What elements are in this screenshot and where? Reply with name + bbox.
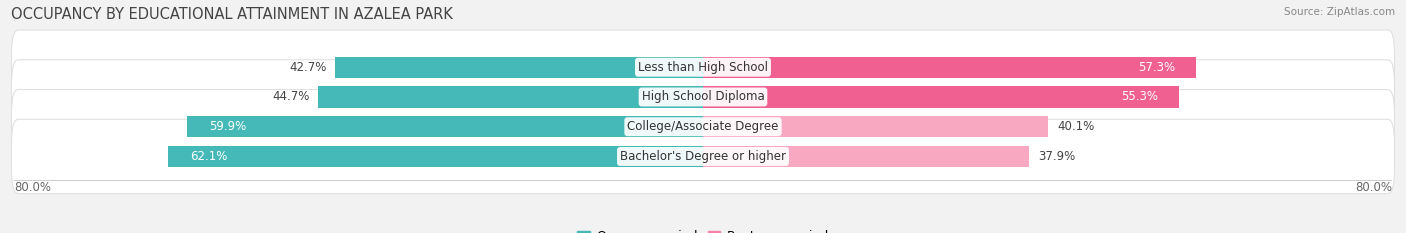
FancyBboxPatch shape bbox=[11, 119, 1395, 194]
Text: 80.0%: 80.0% bbox=[1355, 181, 1392, 194]
Bar bbox=[335, 57, 703, 78]
Text: 37.9%: 37.9% bbox=[1038, 150, 1076, 163]
Text: 40.1%: 40.1% bbox=[1057, 120, 1094, 133]
FancyBboxPatch shape bbox=[11, 89, 1395, 164]
Bar bbox=[703, 146, 1029, 167]
Legend: Owner-occupied, Renter-occupied: Owner-occupied, Renter-occupied bbox=[572, 225, 834, 233]
Bar bbox=[318, 86, 703, 108]
Text: 59.9%: 59.9% bbox=[208, 120, 246, 133]
FancyBboxPatch shape bbox=[11, 60, 1395, 134]
Text: Less than High School: Less than High School bbox=[638, 61, 768, 74]
Bar bbox=[187, 116, 703, 137]
Bar bbox=[703, 86, 1180, 108]
FancyBboxPatch shape bbox=[11, 30, 1395, 104]
Text: 57.3%: 57.3% bbox=[1137, 61, 1175, 74]
Text: Source: ZipAtlas.com: Source: ZipAtlas.com bbox=[1284, 7, 1395, 17]
Text: 55.3%: 55.3% bbox=[1121, 90, 1157, 103]
Text: 44.7%: 44.7% bbox=[273, 90, 309, 103]
Text: OCCUPANCY BY EDUCATIONAL ATTAINMENT IN AZALEA PARK: OCCUPANCY BY EDUCATIONAL ATTAINMENT IN A… bbox=[11, 7, 453, 22]
Text: Bachelor's Degree or higher: Bachelor's Degree or higher bbox=[620, 150, 786, 163]
Text: 80.0%: 80.0% bbox=[14, 181, 51, 194]
Text: College/Associate Degree: College/Associate Degree bbox=[627, 120, 779, 133]
Bar bbox=[703, 57, 1197, 78]
Bar bbox=[703, 116, 1049, 137]
Bar bbox=[169, 146, 703, 167]
Text: High School Diploma: High School Diploma bbox=[641, 90, 765, 103]
Text: 62.1%: 62.1% bbox=[190, 150, 228, 163]
Text: 42.7%: 42.7% bbox=[290, 61, 326, 74]
